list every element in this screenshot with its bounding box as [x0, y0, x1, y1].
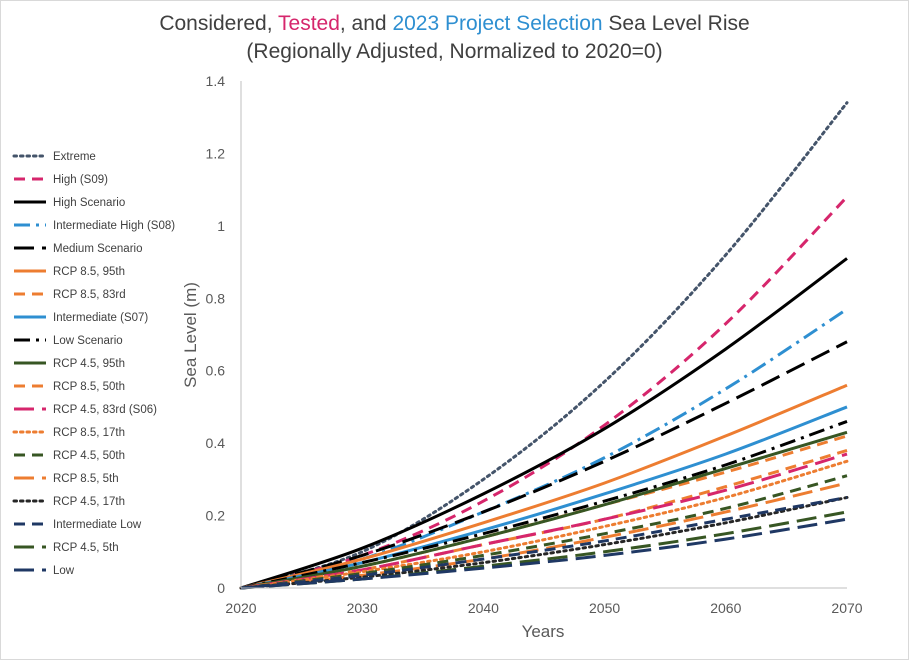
chart-title-line2: (Regionally Adjusted, Normalized to 2020…: [246, 40, 663, 63]
series-line-0: [239, 101, 849, 590]
x-tick-label: 2050: [589, 600, 620, 616]
legend-label: RCP 8.5, 83rd: [53, 289, 126, 301]
legend-label: Intermediate (S07): [53, 312, 148, 324]
legend-label: Low: [53, 565, 75, 577]
series-line-16: [240, 495, 848, 590]
chart-title: Considered, Tested, and 2023 Project Sel…: [0, 10, 909, 66]
legend-label: RCP 8.5, 95th: [53, 266, 125, 278]
y-tick-label: 0.6: [206, 363, 226, 379]
legend-label: RCP 8.5, 17th: [53, 427, 125, 439]
title-part-tested: Tested: [278, 12, 340, 35]
chart-title-line1: Considered, Tested, and 2023 Project Sel…: [0, 10, 909, 38]
x-axis-title: Years: [522, 622, 565, 641]
x-tick-label: 2040: [468, 600, 499, 616]
y-tick-label: 0.4: [206, 435, 226, 451]
legend-label: RCP 4.5, 5th: [53, 542, 119, 554]
legend-label: RCP 4.5, 95th: [53, 358, 125, 370]
series-line-15: [239, 495, 849, 590]
series-line-11: [240, 452, 848, 590]
title-part-sea-level-rise: Sea Level Rise: [602, 12, 750, 35]
y-tick-label: 0.2: [206, 508, 226, 524]
axis-layer: 0 0.2 0.4 0.6 0.8 1 1.2 1.4 2020 2030 2040 2050 2060…: [206, 73, 863, 616]
series-line-14: [240, 481, 848, 590]
y-axis-title: Sea Level (m): [181, 282, 200, 388]
x-tick-label: 2070: [831, 600, 862, 616]
series-line-12: [239, 459, 849, 590]
series-layer: [239, 101, 849, 590]
legend-label: Intermediate Low: [53, 519, 142, 531]
series-line-13: [240, 474, 848, 590]
series-line-7: [240, 405, 848, 590]
legend-label: RCP 8.5, 5th: [53, 473, 119, 485]
series-line-5: [240, 383, 848, 590]
series-line-3: [240, 307, 848, 590]
legend-label: High Scenario: [53, 197, 125, 209]
legend-label: High (S09): [53, 174, 108, 186]
series-line-4: [240, 340, 848, 590]
series-line-2: [240, 257, 848, 590]
legend-label: Low Scenario: [53, 335, 123, 347]
legend-label: Extreme: [53, 151, 96, 163]
legend-label: RCP 4.5, 50th: [53, 450, 125, 462]
x-tick-label: 2020: [225, 600, 256, 616]
y-tick-label: 1.4: [206, 73, 226, 89]
legend-label: Intermediate High (S08): [53, 220, 175, 232]
legend-label: Medium Scenario: [53, 243, 142, 255]
y-tick-label: 0: [217, 580, 225, 596]
y-tick-label: 1.2: [206, 145, 226, 161]
title-part-and: , and: [339, 12, 393, 35]
title-part-considered: Considered,: [159, 12, 279, 35]
legend-label: RCP 4.5, 83rd (S06): [53, 404, 157, 416]
x-tick-label: 2060: [710, 600, 741, 616]
legend-label: RCP 4.5, 17th: [53, 496, 125, 508]
y-tick-label: 0.8: [206, 290, 226, 306]
y-tick-label: 1: [217, 218, 225, 234]
series-line-9: [240, 430, 848, 590]
title-part-project-selection: 2023 Project Selection: [392, 12, 603, 35]
legend-label: RCP 8.5, 50th: [53, 381, 125, 393]
legend: Extreme High (S09) High Scenario Intermedia…: [12, 151, 175, 577]
series-line-8: [240, 420, 848, 590]
x-tick-label: 2030: [347, 600, 378, 616]
